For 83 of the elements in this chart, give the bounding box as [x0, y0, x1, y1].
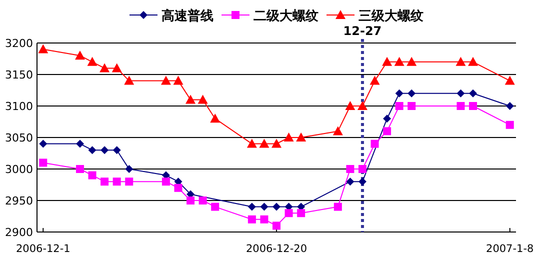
point — [100, 63, 110, 72]
point — [160, 76, 171, 85]
point — [346, 165, 354, 173]
legend-label: 三级大螺纹 — [358, 8, 424, 24]
y-tick-label: 3000 — [5, 163, 33, 176]
point — [76, 165, 84, 173]
y-tick-label: 2900 — [5, 226, 33, 239]
point — [112, 63, 122, 72]
point — [456, 102, 465, 110]
point — [248, 202, 256, 211]
y-tick-label: 3100 — [5, 100, 33, 113]
point — [74, 50, 85, 60]
point — [186, 94, 196, 104]
point — [198, 94, 208, 104]
point — [358, 165, 366, 173]
point — [506, 120, 514, 129]
point — [272, 138, 282, 148]
point — [408, 102, 416, 110]
point — [125, 165, 134, 173]
point — [297, 209, 306, 218]
point — [198, 196, 207, 204]
point — [383, 127, 392, 136]
point — [395, 89, 404, 98]
point — [125, 178, 134, 186]
point — [248, 215, 256, 224]
y-tick-label: 3200 — [5, 37, 33, 50]
legend-label: 二级大螺纹 — [254, 8, 318, 24]
point — [408, 89, 416, 98]
point — [173, 76, 184, 85]
point — [88, 146, 96, 154]
point — [370, 140, 379, 148]
point — [284, 132, 294, 142]
y-tick-label: 3150 — [5, 68, 33, 82]
point — [100, 178, 109, 186]
point — [88, 171, 96, 180]
point — [76, 140, 84, 148]
point — [210, 114, 220, 123]
point — [260, 202, 268, 211]
point — [345, 101, 356, 110]
point — [332, 126, 343, 136]
point — [38, 44, 48, 54]
point — [406, 56, 417, 66]
point — [100, 146, 109, 154]
x-tick-label: 2006-12-1 — [16, 243, 70, 255]
point — [260, 215, 268, 224]
point — [174, 184, 182, 192]
legend-label: 高速普线 — [162, 8, 214, 24]
point — [358, 178, 366, 186]
point — [272, 222, 280, 230]
x-tick-label: 2007-1-8 — [486, 243, 534, 255]
point — [39, 140, 48, 148]
y-tick-label: 3050 — [5, 132, 33, 144]
point — [504, 76, 515, 85]
point — [124, 76, 134, 85]
point — [284, 209, 293, 218]
point — [506, 102, 514, 110]
point — [382, 56, 392, 66]
point — [112, 178, 121, 186]
point — [39, 158, 48, 167]
point — [456, 56, 466, 66]
point — [456, 89, 465, 98]
point — [162, 178, 170, 186]
point — [468, 56, 478, 66]
point — [272, 202, 280, 211]
point — [346, 178, 354, 186]
point — [395, 102, 404, 110]
y-tick-label: 2950 — [5, 194, 33, 208]
point — [259, 138, 270, 148]
x-tick-label: 2006-12-20 — [246, 243, 308, 255]
point — [334, 202, 342, 211]
point — [370, 76, 380, 85]
point — [296, 132, 306, 142]
point — [383, 114, 392, 123]
point — [357, 101, 368, 110]
point — [394, 56, 404, 66]
point — [211, 202, 220, 211]
point — [469, 102, 478, 110]
ref-line-label: 12-27 — [343, 24, 382, 38]
point — [112, 146, 121, 154]
point — [246, 138, 257, 148]
point — [469, 89, 478, 98]
point — [186, 196, 195, 204]
point — [87, 56, 98, 66]
